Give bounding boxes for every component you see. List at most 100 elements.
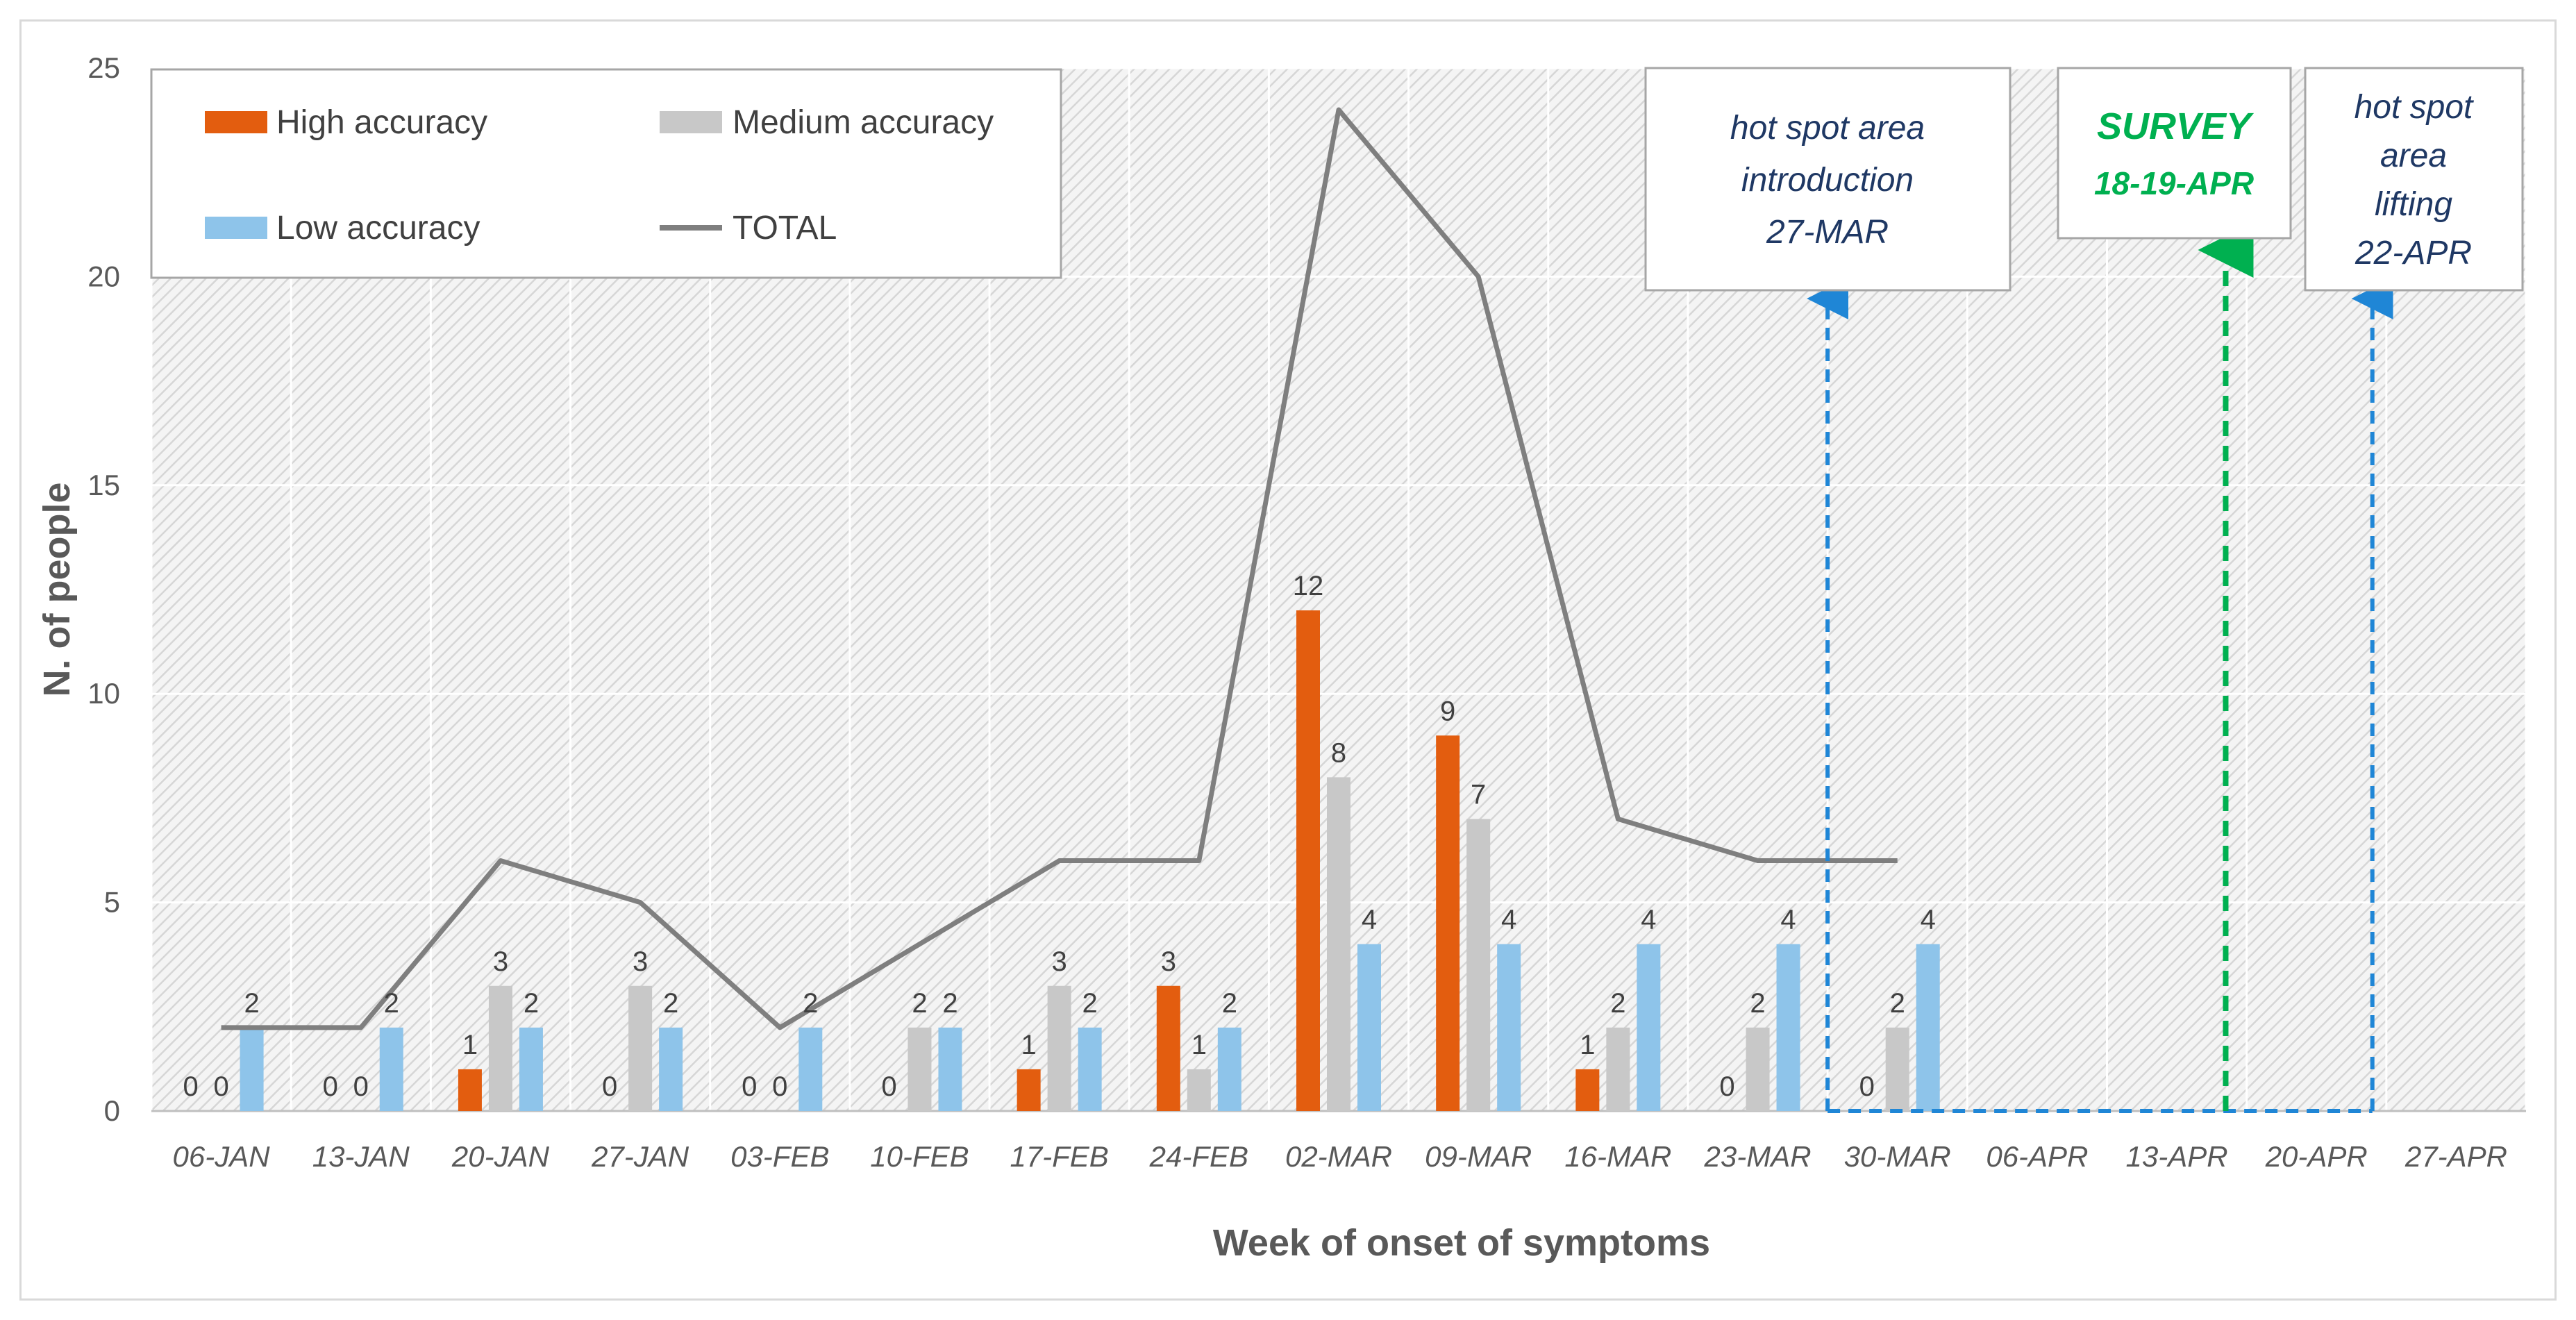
bar-high-accuracy — [1296, 610, 1320, 1111]
x-tick-label: 13-APR — [2126, 1140, 2228, 1173]
data-label-medium-accuracy: 0 — [772, 1071, 787, 1102]
bar-low-accuracy — [240, 1027, 264, 1111]
x-tick-label: 06-JAN — [173, 1140, 271, 1173]
annotation-survey-title: SURVEY — [2097, 106, 2255, 147]
legend: High accuracy Medium accuracy Low accura… — [150, 68, 1062, 279]
x-tick-label: 10-FEB — [870, 1140, 969, 1173]
data-label-medium-accuracy: 0 — [353, 1071, 369, 1102]
data-label-low-accuracy: 2 — [384, 988, 399, 1019]
data-label-high-accuracy: 0 — [323, 1071, 338, 1102]
annotation-lifting-text: 22-APR — [2355, 235, 2472, 271]
bar-high-accuracy — [1436, 735, 1460, 1111]
bar-low-accuracy — [1776, 944, 1800, 1111]
x-tick-label: 23-MAR — [1704, 1140, 1812, 1173]
x-tick-label: 13-JAN — [312, 1140, 410, 1173]
bar-high-accuracy — [1156, 985, 1180, 1111]
y-axis-title: N. of people — [36, 483, 78, 697]
data-label-high-accuracy: 1 — [1580, 1030, 1595, 1060]
data-label-low-accuracy: 4 — [1641, 905, 1656, 935]
x-tick-label: 06-APR — [1986, 1140, 2088, 1173]
data-label-low-accuracy: 2 — [1222, 988, 1237, 1019]
annotation-box-intro — [1644, 67, 2012, 292]
bar-low-accuracy — [938, 1027, 962, 1111]
y-tick-label: 20 — [87, 260, 120, 292]
x-axis-title: Week of onset of symptoms — [1213, 1222, 1710, 1264]
data-label-low-accuracy: 2 — [803, 988, 818, 1019]
data-label-high-accuracy: 0 — [742, 1071, 757, 1102]
x-tick-label: 20-JAN — [451, 1140, 550, 1173]
bar-high-accuracy — [1575, 1069, 1600, 1111]
bar-medium-accuracy — [1327, 777, 1350, 1111]
bar-low-accuracy — [659, 1027, 683, 1111]
data-label-medium-accuracy: 3 — [633, 946, 648, 977]
bar-medium-accuracy — [1885, 1027, 1909, 1111]
legend-label-low: Low accuracy — [276, 210, 480, 247]
x-tick-label: 27-APR — [2404, 1140, 2507, 1173]
x-tick-label: 09-MAR — [1425, 1140, 1532, 1173]
legend-box — [150, 68, 1062, 279]
bar-medium-accuracy — [488, 985, 512, 1111]
annotation-intro-text: introduction — [1741, 162, 1914, 199]
data-label-high-accuracy: 9 — [1440, 696, 1455, 726]
legend-swatch-high — [205, 111, 267, 133]
total-line — [221, 107, 1898, 1030]
annotation-survey-date: 18-19-APR — [2094, 165, 2254, 201]
bar-high-accuracy — [1017, 1069, 1041, 1111]
annotation-lifting-text: area — [2380, 137, 2447, 174]
x-tick-label: 17-FEB — [1010, 1140, 1108, 1173]
annotations: hot spot area introduction 27-MAR SURVEY 18-… — [1644, 67, 2524, 1113]
data-label-medium-accuracy: 2 — [1890, 988, 1905, 1019]
bar-medium-accuracy — [1746, 1027, 1770, 1111]
x-tick-label: 20-APR — [2265, 1140, 2368, 1173]
legend-label-medium: Medium accuracy — [733, 104, 994, 141]
bar-low-accuracy — [798, 1027, 823, 1111]
y-tick-label: 15 — [87, 469, 120, 501]
y-tick-label: 0 — [104, 1094, 120, 1127]
data-label-high-accuracy: 3 — [1161, 946, 1176, 977]
x-tick-label: 30-MAR — [1844, 1140, 1951, 1173]
bar-medium-accuracy — [1466, 819, 1491, 1111]
data-label-low-accuracy: 4 — [1780, 905, 1796, 935]
data-label-medium-accuracy: 3 — [493, 946, 508, 977]
data-label-medium-accuracy: 3 — [1052, 946, 1067, 977]
bar-medium-accuracy — [1187, 1069, 1211, 1111]
bar-low-accuracy — [1497, 944, 1521, 1111]
bar-low-accuracy — [519, 1027, 543, 1111]
data-label-high-accuracy: 0 — [1859, 1071, 1875, 1102]
x-tick-label: 03-FEB — [730, 1140, 829, 1173]
x-tick-label: 16-MAR — [1564, 1140, 1671, 1173]
legend-swatch-medium — [660, 111, 722, 133]
bar-medium-accuracy — [628, 985, 653, 1111]
data-label-medium-accuracy: 8 — [1331, 737, 1346, 768]
data-label-high-accuracy: 0 — [183, 1071, 198, 1102]
data-label-low-accuracy: 2 — [663, 988, 678, 1019]
x-tick-label: 24-FEB — [1149, 1140, 1248, 1173]
y-tick-label: 25 — [87, 51, 120, 84]
data-label-medium-accuracy: 2 — [1750, 988, 1765, 1019]
bar-medium-accuracy — [1606, 1027, 1630, 1111]
annotation-box-lifting — [2304, 67, 2524, 292]
data-label-high-accuracy: 0 — [602, 1071, 617, 1102]
data-label-low-accuracy: 4 — [1362, 905, 1377, 935]
data-label-high-accuracy: 0 — [1719, 1071, 1734, 1102]
data-label-medium-accuracy: 2 — [912, 988, 927, 1019]
data-label-medium-accuracy: 0 — [213, 1071, 228, 1102]
annotation-intro-text: hot spot area — [1730, 110, 1925, 147]
data-label-medium-accuracy: 2 — [1610, 988, 1625, 1019]
data-label-high-accuracy: 12 — [1293, 571, 1324, 601]
y-tick-label: 5 — [104, 886, 120, 919]
legend-swatch-low — [205, 217, 267, 239]
annotation-lifting-text: lifting — [2375, 186, 2452, 223]
bar-series — [240, 610, 1940, 1111]
bar-low-accuracy — [1357, 944, 1381, 1111]
bar-low-accuracy — [1916, 944, 1940, 1111]
data-label-medium-accuracy: 1 — [1191, 1030, 1207, 1060]
data-label-low-accuracy: 2 — [1082, 988, 1098, 1019]
legend-label-total: TOTAL — [733, 210, 837, 247]
data-label-low-accuracy: 2 — [524, 988, 539, 1019]
annotation-intro-text: 27-MAR — [1766, 214, 1889, 251]
bar-high-accuracy — [458, 1069, 482, 1111]
data-label-low-accuracy: 2 — [244, 988, 259, 1019]
